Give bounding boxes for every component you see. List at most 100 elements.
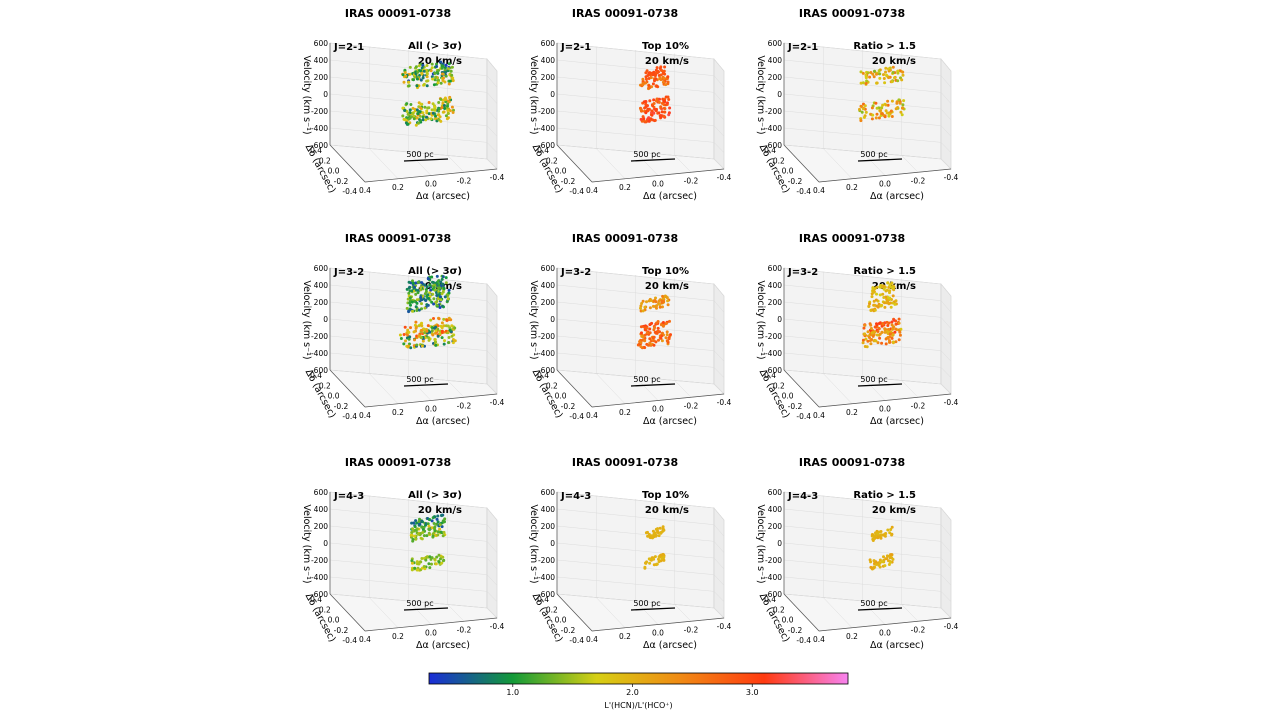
x-tick-label: 0.0 <box>652 405 664 414</box>
data-point <box>414 65 418 69</box>
data-point <box>901 106 904 110</box>
data-point <box>424 118 428 122</box>
x-axis <box>364 617 498 632</box>
data-point <box>450 73 454 77</box>
scalebar <box>857 383 903 387</box>
data-point <box>643 566 647 570</box>
data-point <box>661 294 665 298</box>
z-tick-label: 400 <box>541 281 556 290</box>
z-tick-label: 600 <box>314 264 329 273</box>
data-point <box>432 83 436 87</box>
z-axis-label: Velocity (km s⁻¹) <box>528 504 539 583</box>
y-tick-label: 0.0 <box>782 392 794 401</box>
data-point <box>867 304 871 308</box>
data-point <box>441 304 444 308</box>
data-point <box>894 327 898 331</box>
data-point <box>446 324 450 328</box>
data-point <box>439 280 443 284</box>
scalebar <box>403 383 449 387</box>
gridline <box>486 574 498 586</box>
gridline <box>713 158 725 170</box>
gridline <box>713 541 725 553</box>
z-tick-label: -200 <box>538 107 555 116</box>
x-axis-label: Δα (arcsec) <box>416 191 470 202</box>
panel-2: IRAS 00091-0738 J=2-1 Top 10% 20 km/s 600 400… <box>528 7 732 202</box>
data-point <box>441 275 445 279</box>
data-point <box>411 309 414 313</box>
data-point <box>877 326 881 330</box>
data-point <box>412 330 416 334</box>
data-point <box>860 110 864 114</box>
data-point <box>879 536 883 540</box>
x-tick-label: 0.2 <box>619 632 631 641</box>
data-point <box>404 118 407 122</box>
gridline <box>486 142 498 153</box>
scalebar-label: 500 pc <box>406 599 433 608</box>
data-point <box>878 285 882 289</box>
data-point <box>447 62 451 66</box>
data-point <box>651 557 655 561</box>
data-point <box>410 559 414 563</box>
data-point <box>891 286 895 290</box>
transition-label: J=3-2 <box>333 267 364 278</box>
data-point <box>647 119 651 123</box>
gridline <box>713 283 725 297</box>
axes-walls <box>556 42 725 183</box>
y-axis <box>556 144 593 183</box>
colorbar-label: L'(HCN)/L'(HCO⁺) <box>604 701 672 710</box>
data-point <box>862 115 866 119</box>
y-tick-label: -0.4 <box>796 187 811 196</box>
data-point <box>643 305 647 309</box>
transition-label: J=3-2 <box>787 267 818 278</box>
gridline <box>901 380 919 398</box>
data-point <box>650 321 654 325</box>
data-point <box>410 561 414 565</box>
data-point <box>406 328 410 332</box>
data-point <box>407 310 411 314</box>
data-point <box>890 525 894 529</box>
data-point <box>657 534 661 538</box>
y-tick-label: 0.4 <box>764 146 776 155</box>
y-tick-label: -0.2 <box>561 626 576 635</box>
data-point <box>442 287 446 290</box>
data-point <box>428 566 432 570</box>
data-point <box>442 342 446 346</box>
data-point <box>438 115 442 119</box>
y-tick-label: 0.2 <box>319 605 331 614</box>
data-point <box>433 288 437 292</box>
data-point <box>881 103 885 107</box>
gridline <box>940 158 952 170</box>
data-point <box>882 77 886 80</box>
data-point <box>878 558 882 562</box>
data-point <box>875 112 879 116</box>
data-point <box>869 565 873 569</box>
y-axis <box>783 144 820 183</box>
data-point <box>665 321 668 325</box>
z-tick-label: 200 <box>314 298 329 307</box>
data-point <box>420 307 423 311</box>
side-wall <box>940 507 952 619</box>
data-point <box>448 109 452 113</box>
data-point <box>660 110 664 114</box>
data-point <box>426 522 430 526</box>
data-point <box>896 79 900 83</box>
data-point <box>654 77 658 81</box>
data-point <box>890 553 894 557</box>
data-point <box>402 333 406 336</box>
data-point <box>419 78 423 82</box>
data-point <box>439 557 442 561</box>
data-point <box>414 305 418 309</box>
data-point <box>639 325 643 329</box>
data-point <box>644 111 648 115</box>
data-point <box>423 105 427 109</box>
data-point <box>883 301 886 305</box>
data-point <box>420 324 424 328</box>
z-tick-label: -400 <box>311 349 328 358</box>
data-point <box>410 568 414 572</box>
data-point <box>451 341 455 345</box>
data-point <box>439 60 443 64</box>
data-point <box>403 68 407 72</box>
data-point <box>422 565 426 568</box>
y-tick-label: -0.4 <box>569 187 584 196</box>
